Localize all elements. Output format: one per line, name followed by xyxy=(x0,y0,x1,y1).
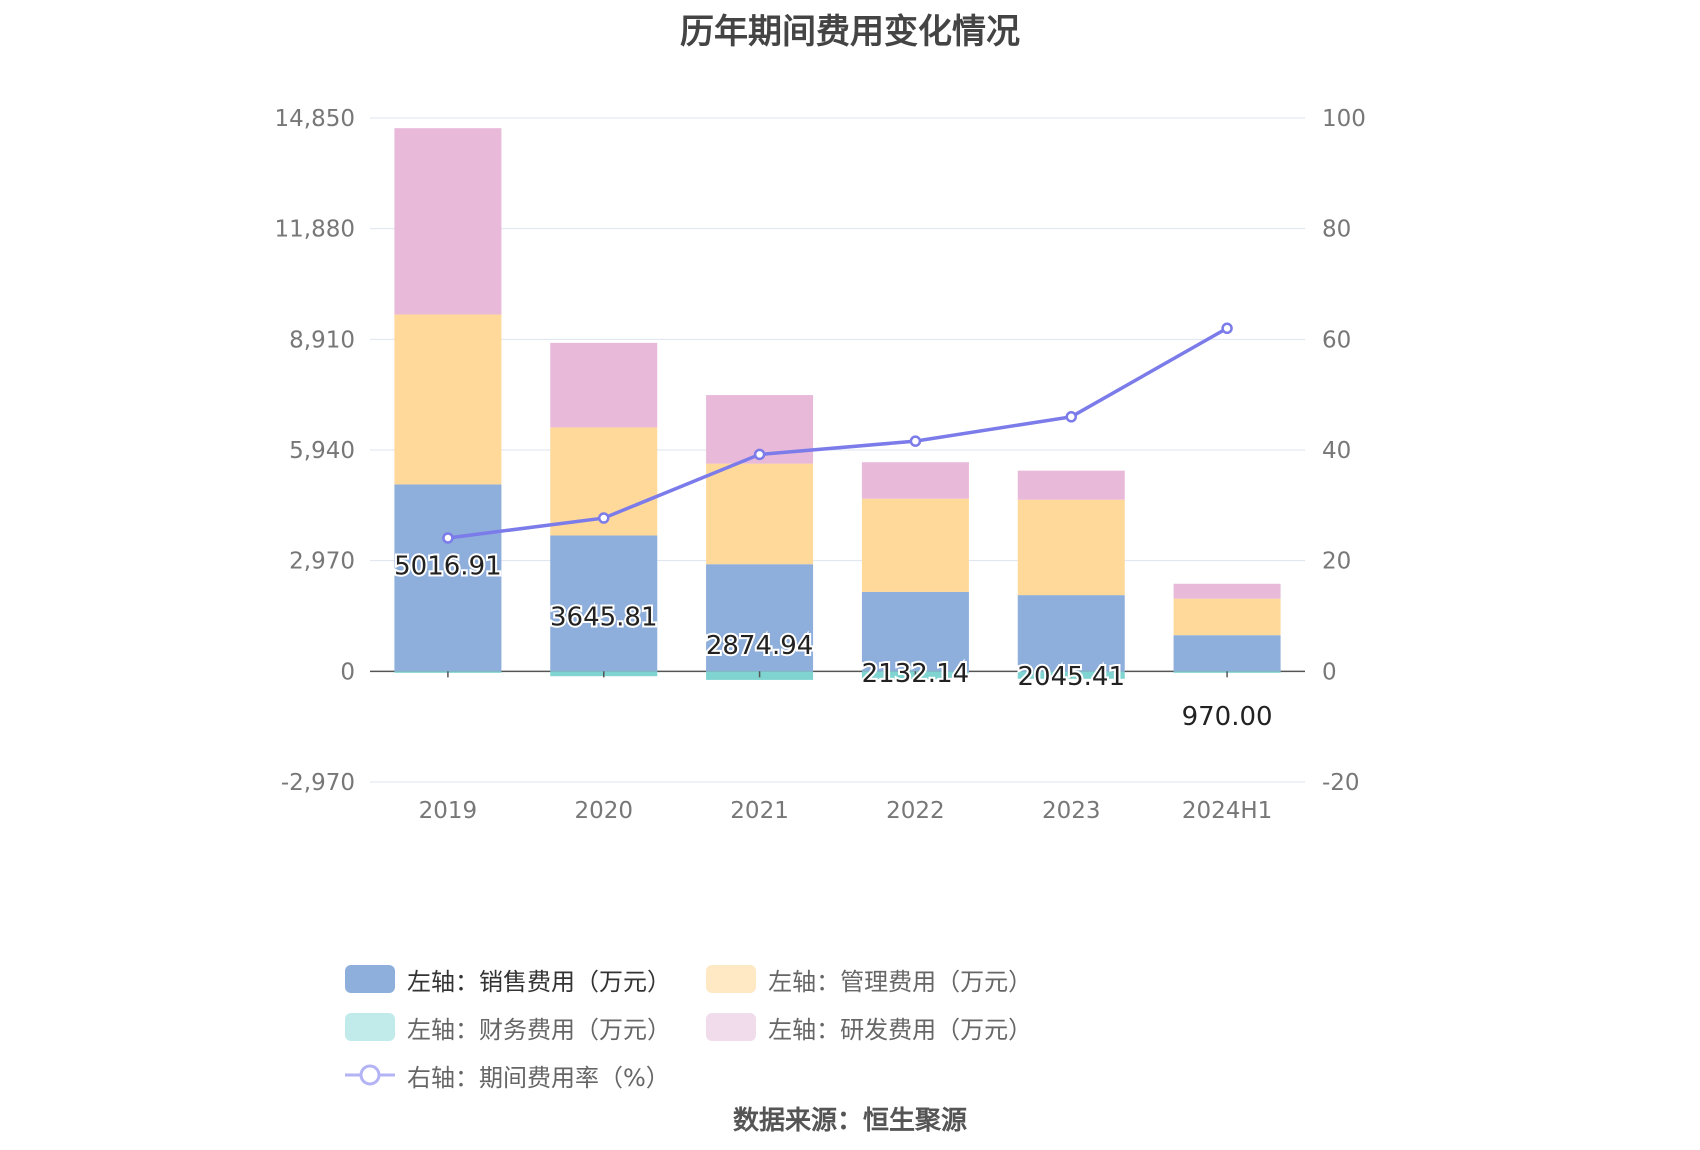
right-axis-tick-label: 80 xyxy=(1322,217,1351,243)
bar-segment xyxy=(394,128,502,315)
bar-segment xyxy=(394,484,502,672)
legend: 左轴：销售费用（万元） 左轴：管理费用（万元） 左轴：财务费用（万元） 左轴：研… xyxy=(345,955,1405,1099)
expense-ratio-point xyxy=(909,435,922,447)
legend-item-rd[interactable]: 左轴：研发费用（万元） xyxy=(706,1003,1032,1051)
bar-segment xyxy=(706,564,814,672)
legend-swatch-admin xyxy=(706,965,757,993)
legend-item-admin[interactable]: 左轴：管理费用（万元） xyxy=(706,955,1032,1003)
right-axis-tick-label: 40 xyxy=(1322,438,1351,464)
bar-segment xyxy=(1017,595,1125,672)
bar-segment xyxy=(706,463,814,565)
legend-item-sales[interactable]: 左轴：销售费用（万元） xyxy=(345,955,671,1003)
data-label: 5016.91 xyxy=(394,551,502,581)
expense-ratio-point xyxy=(598,512,610,524)
x-axis-tick-label: 2019 xyxy=(419,798,478,824)
legend-item-finance[interactable]: 左轴：财务费用（万元） xyxy=(345,1003,671,1051)
chart-area: -2,970 -20 0 0 2,970 20 5,940 40 8,910 60 11,880 80… xyxy=(275,106,1366,824)
bar-segment xyxy=(1017,499,1125,596)
expense-ratio-point xyxy=(442,532,454,544)
expense-ratio-point xyxy=(1065,411,1077,423)
legend-label-rd: 左轴：研发费用（万元） xyxy=(768,1015,1033,1044)
data-label: 2874.94 xyxy=(706,631,814,661)
left-axis-tick-label: -2,970 xyxy=(281,770,355,796)
bar-segment xyxy=(550,342,658,428)
legend-swatch-sales xyxy=(345,965,395,993)
right-axis-tick-label: 60 xyxy=(1322,327,1351,353)
bar-segment xyxy=(1173,583,1281,599)
expense-ratio-line xyxy=(447,326,1228,540)
left-axis-tick-label: 8,910 xyxy=(289,327,355,353)
left-axis-tick-label: 2,970 xyxy=(289,549,355,575)
left-axis-tick-label: 5,940 xyxy=(289,438,355,464)
expense-ratio-point xyxy=(753,448,766,461)
chart-title: 历年期间费用变化情况 xyxy=(680,12,1020,52)
data-source: 数据来源：恒生聚源 xyxy=(732,1106,967,1136)
bar-segment xyxy=(861,591,969,672)
x-axis-tick-label: 2021 xyxy=(730,798,789,824)
legend-item-expense-ratio[interactable]: 右轴：期间费用率（%） xyxy=(345,1051,670,1099)
left-axis-tick-label: 11,880 xyxy=(275,217,355,243)
legend-line-marker-icon xyxy=(345,1064,395,1086)
bar-segment xyxy=(1173,635,1281,672)
legend-label-admin: 左轴：管理费用（万元） xyxy=(768,967,1033,996)
right-axis-tick-label: 100 xyxy=(1322,106,1366,132)
x-axis-tick-label: 2024H1 xyxy=(1182,798,1272,824)
right-axis-tick-label: 20 xyxy=(1322,549,1351,575)
bar-segment xyxy=(861,498,969,592)
x-axis-tick-label: 2020 xyxy=(574,798,633,824)
left-axis-tick-label: 0 xyxy=(340,659,355,685)
bar-segment xyxy=(861,462,969,499)
legend-label-finance: 左轴：财务费用（万元） xyxy=(407,1015,671,1044)
right-axis-tick-label: 0 xyxy=(1322,659,1337,685)
bar-segment xyxy=(550,535,658,672)
bar-segment xyxy=(1173,598,1281,636)
expense-ratio-point xyxy=(1221,322,1233,335)
data-label: 2045.41 xyxy=(1017,662,1125,692)
legend-label-sales: 左轴：销售费用（万元） xyxy=(407,967,671,996)
x-axis-tick-label: 2022 xyxy=(886,798,945,824)
bar-segment xyxy=(394,314,502,485)
data-label: 3645.81 xyxy=(550,602,658,632)
left-axis-tick-label: 14,850 xyxy=(275,106,355,132)
data-label: 970.00 xyxy=(1182,702,1273,732)
bar-segment xyxy=(1017,470,1125,500)
legend-label-expense-ratio: 右轴：期间费用率（%） xyxy=(407,1063,670,1092)
right-axis-tick-label: -20 xyxy=(1322,770,1360,796)
data-label: 2132.14 xyxy=(862,659,970,689)
legend-swatch-finance xyxy=(345,1013,395,1041)
legend-swatch-rd xyxy=(706,1013,757,1041)
x-axis-tick-label: 2023 xyxy=(1042,798,1101,824)
